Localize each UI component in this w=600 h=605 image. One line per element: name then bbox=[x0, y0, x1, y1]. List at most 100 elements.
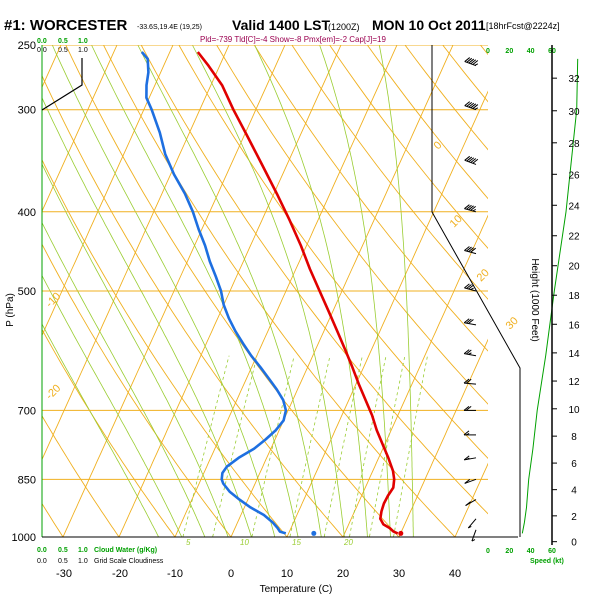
mixing-ratio-label: 5 bbox=[186, 538, 191, 547]
dry-adiabat-line bbox=[366, 45, 488, 200]
speed-tick-bottom: 0 bbox=[486, 548, 490, 555]
cloud-tick-0: 0.0 bbox=[37, 38, 47, 45]
barb-flag bbox=[474, 107, 479, 110]
isotherm-label: 30 bbox=[504, 315, 521, 332]
isotherm-line bbox=[454, 462, 488, 537]
height-tick-label: 2 bbox=[571, 512, 577, 523]
mixing-ratio-label: 20 bbox=[343, 538, 353, 547]
barb-staff bbox=[464, 208, 477, 213]
moist-adiabat-line bbox=[319, 45, 391, 537]
isotherm-line bbox=[342, 214, 488, 537]
mixing-ratio-line bbox=[348, 355, 387, 537]
barb-flag bbox=[468, 352, 472, 355]
cloud-btick-2: 1.0 bbox=[78, 547, 88, 554]
grid-cloud-label: Grid Scale Cloudiness bbox=[94, 558, 164, 565]
speed-tick-bottom: 20 bbox=[505, 548, 513, 555]
height-tick-label: 32 bbox=[568, 74, 580, 85]
barb-flag bbox=[463, 318, 470, 324]
barb-flag bbox=[472, 158, 479, 164]
isotherm-label: -20 bbox=[44, 382, 64, 402]
isotherm-line bbox=[62, 45, 286, 537]
stability-indices: Pld=-739 Tld[C]=-4 Show=-8 Pmx[em]=-2 Ca… bbox=[200, 35, 386, 44]
isotherm-line bbox=[286, 90, 488, 537]
moist-adiabat-line bbox=[378, 45, 414, 537]
moist-adiabat-line bbox=[42, 323, 160, 537]
barb-flag bbox=[466, 156, 473, 162]
cloud-btick-1: 0.5 bbox=[58, 547, 68, 554]
dry-adiabat-line bbox=[0, 31, 18, 555]
barb-flag bbox=[466, 204, 472, 210]
cloud-tick-1b: 0.5 bbox=[58, 47, 68, 54]
dewpoint-profile bbox=[140, 51, 288, 535]
barb-staff bbox=[464, 105, 477, 111]
temperature-tick-label: -20 bbox=[112, 568, 128, 580]
barb-flag bbox=[465, 432, 470, 436]
barb-flag bbox=[472, 60, 479, 65]
dry-adiabat-line bbox=[329, 45, 488, 250]
barb-flag bbox=[468, 157, 475, 163]
barb-flag bbox=[466, 246, 472, 252]
barb-flag bbox=[463, 349, 470, 355]
wind-barb bbox=[464, 101, 479, 111]
speed-axis-label: Speed (kt) bbox=[530, 558, 564, 565]
dry-adiabat-line bbox=[42, 158, 288, 537]
height-tick-label: 12 bbox=[568, 377, 580, 388]
barb-flag bbox=[468, 319, 474, 324]
y-axis-label: P (hPa) bbox=[5, 293, 16, 327]
barb-flag bbox=[464, 479, 471, 484]
mixing-ratio-line bbox=[393, 355, 428, 537]
barb-flag bbox=[464, 283, 470, 289]
surface-temperature-point bbox=[398, 530, 404, 536]
cloud-bottom-green: 0.0 0.5 1.0 bbox=[37, 547, 88, 554]
cloud-water-label: Cloud Water (g/Kg) bbox=[94, 547, 157, 554]
valid-time: Valid 1400 LST bbox=[232, 17, 330, 33]
barb-flag bbox=[468, 247, 474, 253]
barb-staff bbox=[464, 287, 477, 292]
dry-adiabat-line bbox=[42, 74, 344, 537]
temperature-tick-label: -10 bbox=[167, 568, 183, 580]
height-tick-label: 28 bbox=[568, 139, 580, 150]
moist-adiabat-line bbox=[91, 45, 299, 537]
barb-flag bbox=[470, 158, 477, 163]
mixing-ratio-label: 10 bbox=[240, 538, 249, 547]
temperature-tick-label: 40 bbox=[449, 568, 461, 580]
forecast-info: [18hrFcst@2224z] bbox=[486, 21, 560, 31]
barb-staff bbox=[464, 353, 477, 357]
cloud-btick-0: 0.0 bbox=[37, 547, 47, 554]
barb-flag bbox=[468, 526, 472, 529]
height-tick-label: 10 bbox=[568, 405, 580, 416]
station-coords: -33.6S,19.4E (19,25) bbox=[137, 24, 202, 31]
temperature-tick-label: 20 bbox=[337, 568, 349, 580]
pressure-tick-label: 850 bbox=[18, 474, 36, 486]
height-tick-label: 4 bbox=[571, 486, 577, 497]
temperature-tick-label: -30 bbox=[56, 568, 72, 580]
barb-flag bbox=[468, 284, 474, 290]
pressure-tick-label: 300 bbox=[18, 105, 36, 117]
temperature-profile bbox=[196, 51, 399, 535]
barb-flag bbox=[466, 101, 473, 107]
height-tick-label: 8 bbox=[571, 432, 577, 443]
dry-adiabat-line bbox=[42, 502, 64, 537]
barb-flag bbox=[463, 430, 470, 436]
speed-tick-top: 20 bbox=[505, 48, 513, 55]
height-tick-label: 24 bbox=[568, 201, 580, 212]
barb-staff bbox=[464, 159, 477, 165]
wind-barb bbox=[463, 318, 477, 326]
thermo-grid bbox=[0, 31, 488, 555]
height-tick-label: 22 bbox=[568, 232, 580, 243]
isotherm-label: -10 bbox=[44, 290, 64, 310]
height-tick-label: 26 bbox=[568, 170, 580, 181]
temperature-tick-label: 0 bbox=[228, 568, 234, 580]
barb-flag bbox=[464, 246, 470, 251]
isotherm-line bbox=[42, 45, 174, 337]
barb-flag bbox=[466, 457, 470, 460]
barb-flag bbox=[466, 284, 472, 289]
barb-flag bbox=[464, 57, 471, 62]
barb-flag bbox=[465, 378, 472, 384]
wind-barb bbox=[464, 155, 479, 165]
temperature-tick-label: 10 bbox=[281, 568, 293, 580]
height-tick-label: 0 bbox=[571, 538, 577, 549]
barb-flag bbox=[468, 102, 475, 108]
height-tick-label: 16 bbox=[568, 320, 580, 331]
